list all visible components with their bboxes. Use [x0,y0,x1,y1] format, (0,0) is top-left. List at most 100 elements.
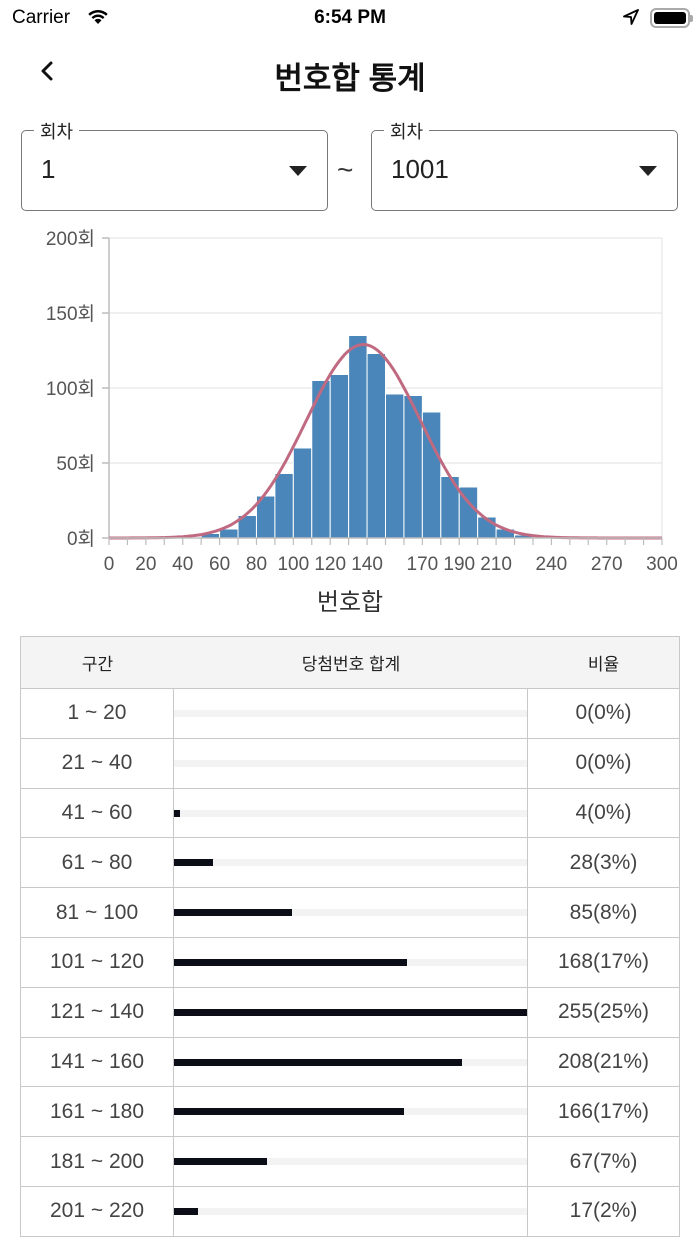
histogram-bar [329,374,350,539]
ratio-cell: 0(0%) [575,701,632,725]
x-tick-label: 120 [314,554,346,575]
x-tick-label: 100 [277,554,309,575]
caret-down-icon [289,166,307,176]
x-tick-label: 0 [104,554,115,575]
count-bar [174,1108,404,1116]
bar-track [174,1207,527,1215]
back-button[interactable] [32,56,62,86]
count-bar-cell [174,1087,528,1137]
ratio-cell: 4(0%) [575,800,632,824]
bar-track [174,710,527,717]
histogram-bar [366,353,387,539]
table-row: 141 ~ 160 208(21%) [21,1037,679,1088]
count-bar [174,1008,527,1016]
ratio-cell: 85(8%) [569,900,638,924]
table-row: 101 ~ 120 168(17%) [21,937,679,988]
table-row: 41 ~ 60 4(0%) [21,788,679,839]
carrier-label: Carrier [12,7,71,28]
table-body: 1 ~ 20 0(0%) 21 ~ 40 0(0%) 41 ~ 60 4(0%) 61 ~ … [21,689,679,1237]
bar-track [174,909,527,917]
count-bar-cell [174,888,528,937]
caret-down-icon [639,166,657,176]
x-tick-label: 210 [480,554,512,575]
navigation-bar: 번호합 통계 [0,44,700,100]
ratio-cell: 28(3%) [569,850,638,874]
x-axis-title: 번호합 [316,589,384,616]
x-tick-label: 80 [246,554,267,575]
ratio-cell: 67(7%) [569,1149,638,1173]
location-arrow-icon [622,8,640,31]
sum-range-table: 구간 당첨번호 합계 비율 1 ~ 20 0(0%) 21 ~ 40 0(0%) 41 … [20,636,680,1237]
y-tick-label: 150회 [46,303,95,325]
histogram-bar [385,393,405,539]
to-round-value: 1001 [391,154,449,184]
x-tick-label: 20 [135,554,156,575]
y-tick-label: 100회 [46,378,95,400]
battery-icon [650,8,693,28]
to-round-label: 회차 [384,118,430,144]
ratio-cell: 0(0%) [575,751,632,775]
sum-histogram-chart: 0회 50회 100회 150회 200회 0 20 40 60 80 100 120 140 170 19… [20,225,680,620]
clock: 6:54 PM [314,7,386,28]
chevron-left-icon [41,61,53,81]
header-ratio: 비율 [587,655,620,674]
x-tick-label: 140 [351,554,383,575]
table-row: 181 ~ 200 67(7%) [21,1137,679,1187]
table-header: 구간 당첨번호 합계 비율 [21,637,679,689]
table-row: 161 ~ 180 166(17%) [21,1087,679,1138]
table-row: 21 ~ 40 0(0%) [21,738,679,789]
count-bar [174,1058,462,1066]
x-tick-label: 60 [209,554,230,575]
range-cell: 101 ~ 120 [21,937,174,987]
count-bar [174,859,213,867]
count-bar-cell [174,1037,528,1087]
ratio-cell: 17(2%) [569,1199,638,1223]
count-bar-cell [174,738,528,788]
histogram-bar [292,447,313,539]
header-range: 구간 [81,655,114,674]
count-bar-cell [174,838,528,888]
range-cell: 21 ~ 40 [21,738,174,788]
ratio-cell: 208(21%) [557,1049,650,1073]
y-tick-label: 200회 [46,228,95,250]
bar-track [174,1158,527,1166]
x-tick-label: 270 [591,554,623,575]
range-cell: 181 ~ 200 [21,1137,174,1186]
count-bar [174,1158,267,1166]
wifi-icon [86,6,110,31]
bar-track [174,809,527,817]
count-bar-cell [174,788,528,838]
page-title: 번호합 통계 [274,61,426,96]
range-separator: ~ [337,154,354,185]
bar-track [174,759,527,767]
range-cell: 201 ~ 220 [21,1186,174,1236]
range-cell: 1 ~ 20 [21,689,174,738]
x-tick-label: 190 [443,554,475,575]
bar-track [174,859,527,867]
x-tick-label: 170 [407,554,439,575]
histogram-plot: 0회 50회 100회 150회 200회 0 20 40 60 80 100 120 140 170 19… [46,228,678,575]
table-row: 61 ~ 80 28(3%) [21,838,679,889]
count-bar-cell [174,1137,528,1186]
count-bar-cell [174,937,528,987]
histogram-bar [274,473,294,539]
from-round-select[interactable]: 회차 1 [21,118,328,211]
status-bar: Carrier 6:54 PM [0,0,700,36]
y-tick-label: 50회 [56,453,95,475]
x-tick-label: 40 [172,554,193,575]
header-sum: 당첨번호 합계 [301,655,401,674]
histogram-bar [348,335,368,539]
range-cell: 41 ~ 60 [21,788,174,838]
table-row: 201 ~ 220 17(2%) [21,1186,679,1237]
range-cell: 61 ~ 80 [21,838,174,888]
y-tick-label: 0회 [67,528,95,550]
ratio-cell: 168(17%) [557,950,650,974]
x-tick-label: 300 [646,554,678,575]
range-cell: 141 ~ 160 [21,1037,174,1087]
range-cell: 121 ~ 140 [21,987,174,1037]
ratio-cell: 255(25%) [557,1000,650,1024]
round-range-filter: 회차 1 ~ 회차 1001 [21,118,680,212]
table-row: 81 ~ 100 85(8%) [21,888,679,938]
to-round-select[interactable]: 회차 1001 [371,118,678,211]
from-round-label: 회차 [34,118,80,144]
